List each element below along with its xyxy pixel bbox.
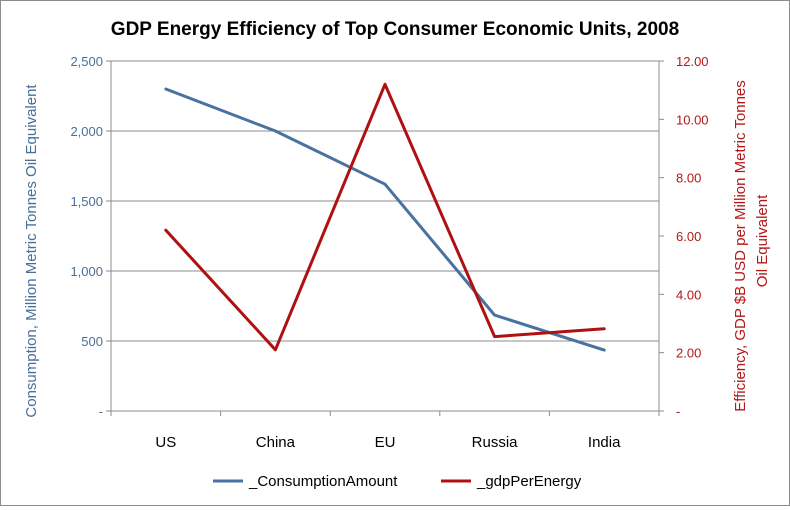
left-axis-tick-label: 2,000 [70,124,103,139]
right-axis-tick-label: 6.00 [676,229,701,244]
right-axis-tick-label: 8.00 [676,171,701,186]
series-line-consumptionamount [164,87,606,352]
right-axis-tick-label: 2.00 [676,346,701,361]
left-axis-title: Consumption, Million Metric Tonnes Oil E… [23,84,40,418]
left-axis-tick-label: 500 [81,334,103,349]
series-line-gdpperenergy [164,82,606,352]
x-axis-category-label: US [155,434,176,451]
left-axis-tick-label: - [99,404,103,419]
legend-label-gdpperenergy: _gdpPerEnergy [476,473,582,490]
left-axis-tick-label: 2,500 [70,54,103,69]
right-axis-title-line-1: Efficiency, GDP $B USD per Million Metri… [732,80,749,412]
x-axis-category-label: China [256,434,296,451]
left-axis-tick-label: 1,000 [70,264,103,279]
legend-label-consumptionamount: _ConsumptionAmount [248,473,398,490]
right-axis-tick-label: 12.00 [676,54,709,69]
right-axis-title-line-2: Oil Equivalent [754,194,771,287]
x-axis-category-label: EU [375,434,396,451]
x-axis-category-label: India [588,434,621,451]
right-axis-tick-label: 10.00 [676,112,709,127]
chart-title: GDP Energy Efficiency of Top Consumer Ec… [111,19,679,40]
left-axis-tick-label: 1,500 [70,194,103,209]
plot-area [110,60,660,412]
x-axis-category-label: Russia [472,434,519,451]
right-axis-tick-label: 4.00 [676,287,701,302]
right-axis-tick-label: - [676,404,680,419]
